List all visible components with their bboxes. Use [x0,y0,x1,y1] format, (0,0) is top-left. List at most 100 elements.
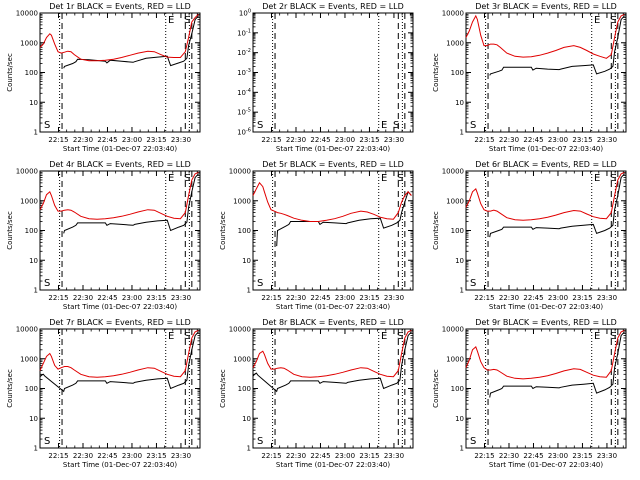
y-tick-label: 100 [451,385,464,393]
marker-letter-s: S [397,331,403,342]
series-line-lld [465,171,625,221]
y-axis-label: Counts/sec [6,369,14,408]
y-tick-label-base: 10 [237,89,246,97]
x-tick-label: 22:30 [73,294,93,302]
series-line-lld [39,171,199,220]
x-tick-label: 23:15 [572,452,592,460]
y-tick-label: 100 [451,69,464,77]
x-tick-label: 23:30 [597,136,617,144]
y-tick-label-exponent: -5 [246,108,251,114]
y-tick-label: 10-1 [237,28,251,37]
y-tick-label: 100 [25,385,38,393]
marker-letter-s: S [257,278,263,289]
marker-letter-s: S [184,173,190,184]
y-tick-label-exponent: -6 [246,128,251,134]
y-tick-label: 1 [460,129,464,137]
y-tick-label: 10 [242,415,251,423]
y-tick-label: 1 [247,287,251,295]
y-tick-label: 10-2 [237,48,251,57]
y-axis-label: Counts/sec [432,53,440,92]
y-tick-label-base: 10 [237,129,246,137]
marker-letter-e: E [381,331,387,342]
x-axis-label: Start Time (01-Dec-07 22:03:40) [63,145,177,153]
y-tick-label: 1 [460,287,464,295]
x-tick-label: 23:00 [122,294,142,302]
y-tick-label: 1 [34,287,38,295]
x-tick-label: 22:45 [310,136,330,144]
series-line-lld [39,329,199,378]
marker-letter-s: S [610,331,616,342]
panel-9r: Det 9r BLACK = Events, RED = LLD 1 10 100 10… [432,318,627,469]
y-tick-label: 100 [451,227,464,235]
y-tick-label: 1000 [20,197,38,205]
y-tick-label-base: 10 [237,49,246,57]
x-tick-label: 23:30 [597,452,617,460]
x-tick-label: 22:15 [48,452,68,460]
plot-frame [39,12,201,133]
x-tick-label: 22:15 [261,136,281,144]
y-tick-label: 10000 [16,168,38,176]
x-tick-label: 22:15 [48,294,68,302]
y-tick-label-exponent: -1 [246,28,251,34]
marker-letter-s: S [610,15,616,26]
marker-letter-s: S [184,331,190,342]
y-tick-label: 10000 [442,168,464,176]
x-tick-label: 22:15 [261,452,281,460]
marker-letter-s: S [470,278,476,289]
x-axis-label: Start Time (01-Dec-07 22:03:40) [489,145,603,153]
y-tick-label: 1000 [20,355,38,363]
x-tick-label: 22:30 [286,452,306,460]
marker-letter-s: S [257,436,263,447]
y-tick-label: 1000 [233,355,251,363]
y-tick-label: 100 [238,385,251,393]
marker-letter-s: S [393,120,399,131]
y-tick-label: 10000 [229,168,251,176]
panel-6r: Det 6r BLACK = Events, RED = LLD 1 10 100 10… [432,160,627,311]
x-tick-label: 23:15 [146,136,166,144]
panel-2r: Det 2r BLACK = Events, RED = LLD10010-11… [237,2,414,153]
marker-letter-e: E [381,120,387,131]
y-tick-label: 1000 [446,39,464,47]
x-tick-label: 22:15 [261,294,281,302]
panel-1r: Det 1r BLACK = Events, RED = LLD 1 10 100 10… [6,2,201,153]
y-tick-label: 1 [460,445,464,453]
y-tick-label: 10000 [229,326,251,334]
marker-letter-s: S [470,120,476,131]
x-tick-label: 23:30 [597,294,617,302]
y-tick-label: 10 [29,99,38,107]
y-tick-label-exponent: -2 [246,48,251,54]
y-tick-label-exponent: 0 [248,9,251,15]
marker-letter-s: S [44,436,50,447]
marker-letter-s: S [44,120,50,131]
series-line-events [63,15,199,69]
y-tick-label: 10-3 [237,68,251,77]
y-tick-label: 100 [25,227,38,235]
y-tick-label-base: 10 [237,109,246,117]
x-tick-label: 22:15 [474,136,494,144]
x-tick-label: 22:45 [310,452,330,460]
panel-7r: Det 7r BLACK = Events, RED = LLD 1 10 100 10… [6,318,201,469]
series-line-events [489,173,625,238]
y-tick-label: 1 [34,445,38,453]
x-axis-label: Start Time (01-Dec-07 22:03:40) [63,303,177,311]
y-tick-label: 1 [247,445,251,453]
marker-letter-e: E [168,173,174,184]
x-tick-label: 22:15 [474,452,494,460]
y-axis-label: Counts/sec [432,211,440,250]
panel-title: Det 8r BLACK = Events, RED = LLD [262,318,404,327]
x-tick-label: 23:00 [122,136,142,144]
x-tick-label: 23:30 [384,136,404,144]
y-tick-label: 1000 [20,39,38,47]
x-tick-label: 22:45 [97,294,117,302]
x-tick-label: 23:00 [335,136,355,144]
marker-letter-s: S [610,173,616,184]
marker-letter-e: E [381,173,387,184]
x-tick-label: 23:00 [122,452,142,460]
panel-title: Det 6r BLACK = Events, RED = LLD [475,160,617,169]
series-line-events [63,173,199,234]
panel-title: Det 1r BLACK = Events, RED = LLD [49,2,191,11]
y-tick-label: 1000 [446,355,464,363]
y-tick-label: 10 [29,415,38,423]
series-line-lld [252,181,412,222]
